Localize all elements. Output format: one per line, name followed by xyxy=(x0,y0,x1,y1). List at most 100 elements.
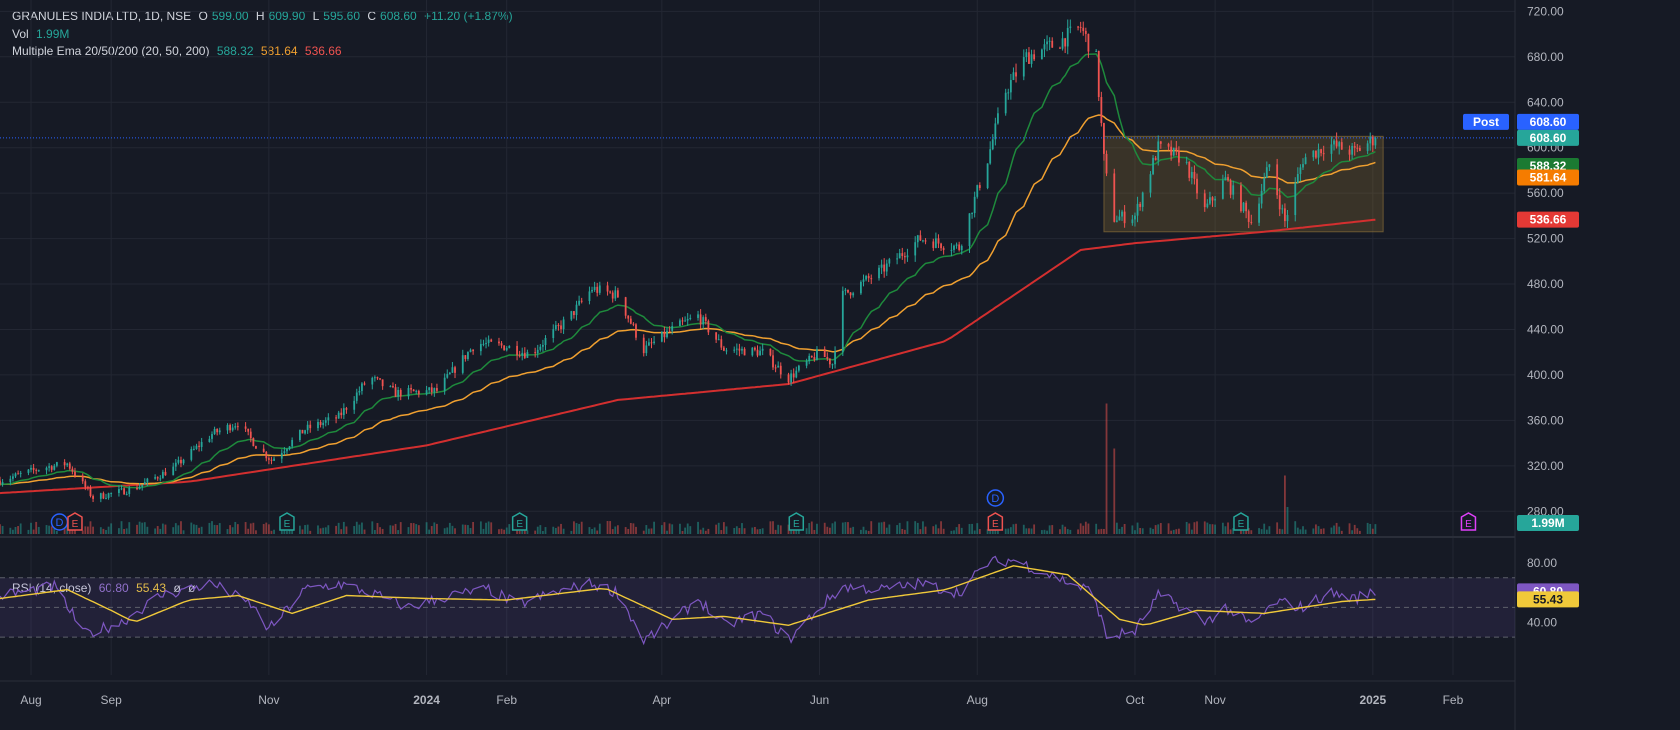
volume-bar-89 xyxy=(322,527,325,534)
candle-136 xyxy=(490,339,493,342)
candle-118 xyxy=(428,387,431,391)
candle-247 xyxy=(896,258,899,260)
candle-24 xyxy=(86,487,89,489)
ema50-badge: 581.64 xyxy=(1517,169,1579,186)
earnings-label: E xyxy=(1465,519,1472,530)
volume-bar-326 xyxy=(1178,528,1180,534)
candle-236 xyxy=(852,293,855,296)
volume-bar-85 xyxy=(306,524,309,534)
candle-104 xyxy=(376,377,379,379)
event-earnings-2[interactable]: E xyxy=(279,512,295,531)
volume-bar-33 xyxy=(120,521,123,534)
volume-bar-98 xyxy=(355,521,358,534)
volume-bar-341 xyxy=(1232,528,1235,534)
candle-119 xyxy=(430,387,433,393)
candle-237 xyxy=(860,281,862,294)
event-markers[interactable]: D E E E EDE E E xyxy=(50,489,1477,531)
volume-bar-339 xyxy=(1227,522,1229,534)
volume-bar-28 xyxy=(102,528,105,534)
candle-182 xyxy=(660,331,663,342)
time-axis[interactable]: Aug Sep Nov 2024 Feb Apr Jun Aug Oct Nov 2025 Feb xyxy=(20,693,1463,707)
candle-162 xyxy=(588,291,591,301)
volume-badge-text: 1.99M xyxy=(1531,516,1564,530)
volume-bar-146 xyxy=(526,530,529,534)
candle-63 xyxy=(229,424,231,431)
candle-308 xyxy=(1115,220,1118,222)
event-earnings-3[interactable]: E xyxy=(511,512,528,531)
dividend-label: D xyxy=(991,493,999,505)
event-dividend-0[interactable]: D xyxy=(50,513,69,531)
volume-bar-332 xyxy=(1203,521,1206,534)
candle-285 xyxy=(1030,54,1033,64)
volume-bar-80 xyxy=(288,529,291,534)
volume-bar-102 xyxy=(371,521,374,534)
volume-bar-161 xyxy=(580,521,583,534)
event-earnings-red-6[interactable]: E xyxy=(987,512,1004,531)
volume-bar-269 xyxy=(973,530,976,534)
symbol-title[interactable]: GRANULES INDIA LTD, 1D, NSE xyxy=(12,9,192,23)
volume-bar-170 xyxy=(614,526,617,534)
candle-198 xyxy=(717,339,720,341)
candle-358 xyxy=(1296,174,1299,183)
candle-355 xyxy=(1284,208,1286,222)
candle-126 xyxy=(454,367,456,373)
candle-65 xyxy=(234,426,237,428)
volume-bar-294 xyxy=(1064,526,1067,534)
candle-115 xyxy=(415,390,418,392)
candle-97 xyxy=(353,400,356,410)
event-dividend-5[interactable]: D xyxy=(986,489,1005,507)
event-earnings-7[interactable]: E xyxy=(1233,512,1249,531)
volume-bar-173 xyxy=(627,528,630,534)
volume-bar-317 xyxy=(1149,527,1152,534)
volume-bar-87 xyxy=(317,525,319,534)
candle-3 xyxy=(12,476,14,479)
candle-26 xyxy=(92,496,94,499)
price-axis[interactable]: 720.00680.00640.00600.00560.00520.00480.… xyxy=(1527,4,1564,629)
volume-bar-43 xyxy=(156,526,159,534)
candle-348 xyxy=(1260,190,1263,204)
candle-221 xyxy=(797,365,800,371)
volume-bar-369 xyxy=(1335,522,1338,534)
candle-140 xyxy=(505,348,508,351)
candle-154 xyxy=(557,325,560,327)
candle-142 xyxy=(516,345,518,356)
rsi-pane xyxy=(0,555,1515,646)
candle-60 xyxy=(216,428,219,433)
volume-bar-7 xyxy=(27,529,30,534)
event-earnings-red-1[interactable]: E xyxy=(67,512,83,531)
volume-bar-293 xyxy=(1061,524,1064,534)
candle-248 xyxy=(898,253,901,259)
volume-bar-361 xyxy=(1304,529,1307,534)
candle-347 xyxy=(1258,203,1260,223)
candle-362 xyxy=(1312,150,1315,158)
time-tick-10: 2025 xyxy=(1359,693,1386,707)
candle-173 xyxy=(627,315,630,319)
candle-367 xyxy=(1330,144,1333,154)
candle-55 xyxy=(198,445,200,447)
volume-bar-181 xyxy=(653,521,655,534)
candle-94 xyxy=(340,412,343,416)
candle-68 xyxy=(247,428,250,432)
event-earnings-future-8[interactable]: E xyxy=(1460,512,1477,531)
volume-bar-357 xyxy=(1294,521,1297,534)
candle-166 xyxy=(598,285,601,293)
candle-338 xyxy=(1224,177,1227,181)
event-earnings-4[interactable]: E xyxy=(788,512,805,531)
candle-219 xyxy=(792,373,795,378)
time-tick-9: Nov xyxy=(1204,693,1225,707)
volume-legend[interactable]: Vol 1.99M xyxy=(12,26,73,42)
candle-120 xyxy=(433,388,436,393)
volume-bar-336 xyxy=(1214,524,1217,534)
rsi-ma-line xyxy=(0,565,1376,627)
candle-69 xyxy=(249,431,252,439)
volume-bar-213 xyxy=(772,521,774,534)
candle-188 xyxy=(681,320,684,322)
volume-bar-263 xyxy=(953,530,955,534)
candle-106 xyxy=(381,379,384,387)
volume-bar-113 xyxy=(410,523,412,534)
candle-31 xyxy=(110,492,113,494)
volume-bar-197 xyxy=(715,524,718,534)
candle-155 xyxy=(560,325,562,330)
ohlc-high-label: H xyxy=(255,9,265,23)
